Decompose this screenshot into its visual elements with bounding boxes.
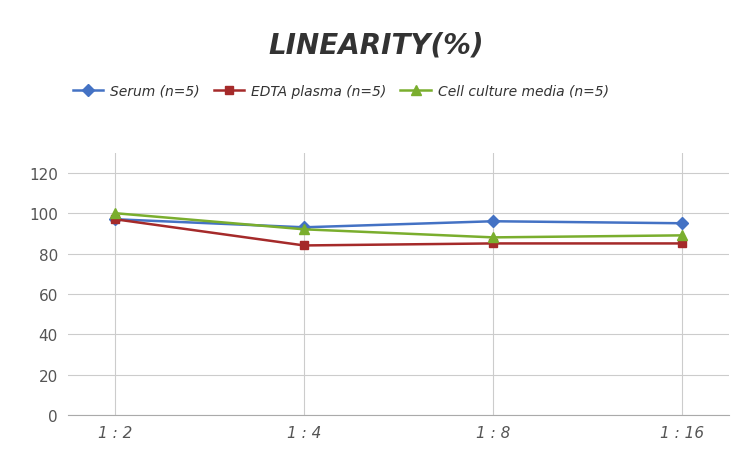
Cell culture media (n=5) bbox=[111, 211, 120, 216]
EDTA plasma (n=5) bbox=[299, 243, 308, 249]
Serum (n=5) bbox=[299, 225, 308, 230]
Text: LINEARITY(%): LINEARITY(%) bbox=[268, 32, 484, 60]
Line: EDTA plasma (n=5): EDTA plasma (n=5) bbox=[111, 216, 687, 250]
Line: Serum (n=5): Serum (n=5) bbox=[111, 216, 687, 232]
EDTA plasma (n=5) bbox=[678, 241, 687, 247]
Serum (n=5) bbox=[678, 221, 687, 226]
Cell culture media (n=5) bbox=[299, 227, 308, 233]
EDTA plasma (n=5) bbox=[489, 241, 498, 247]
Cell culture media (n=5) bbox=[489, 235, 498, 240]
EDTA plasma (n=5) bbox=[111, 217, 120, 222]
Legend: Serum (n=5), EDTA plasma (n=5), Cell culture media (n=5): Serum (n=5), EDTA plasma (n=5), Cell cul… bbox=[67, 79, 614, 104]
Line: Cell culture media (n=5): Cell culture media (n=5) bbox=[110, 209, 687, 243]
Cell culture media (n=5) bbox=[678, 233, 687, 239]
Serum (n=5) bbox=[489, 219, 498, 225]
Serum (n=5) bbox=[111, 217, 120, 222]
